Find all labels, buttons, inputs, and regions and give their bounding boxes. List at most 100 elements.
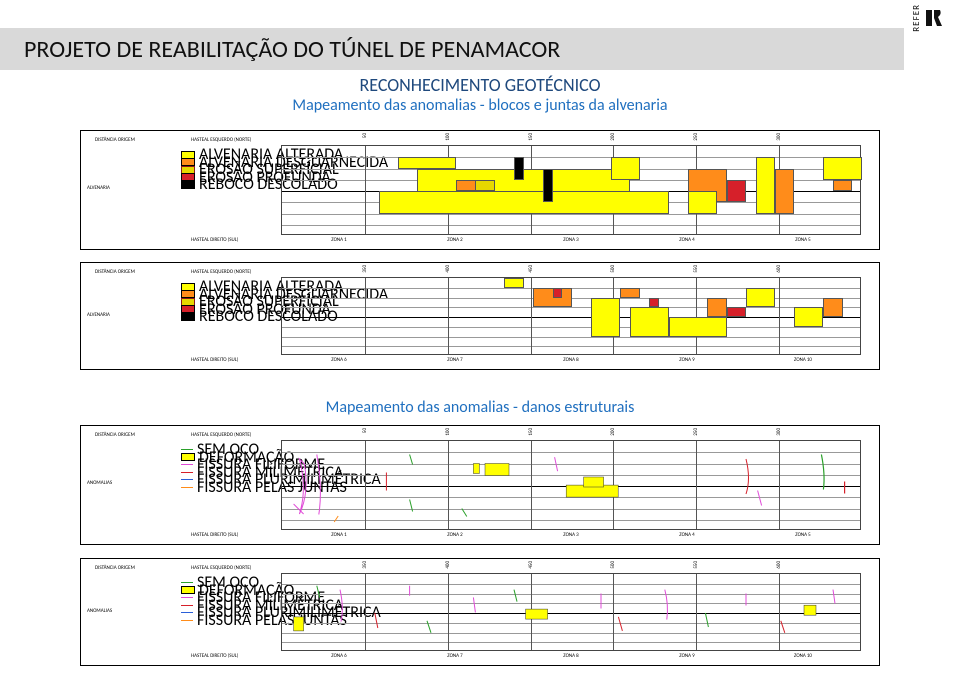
- logo-text: REFER: [911, 4, 922, 32]
- panel-anom-2: DISTÂNCIA ORIGEMHASTEAL ESQUERDO (NORTE)…: [80, 558, 880, 666]
- zone-label: ZONA 4: [679, 237, 694, 243]
- distance-tick: 450: [528, 265, 534, 273]
- fissure-layer: [282, 441, 862, 531]
- zone-label: ZONA 8: [563, 357, 578, 363]
- distance-tick: 350: [362, 265, 368, 273]
- anomaly-block: [379, 191, 669, 214]
- fissure-mark: [758, 491, 762, 506]
- zone-label: ZONA 4: [679, 532, 694, 538]
- zone-label: ZONA 5: [795, 237, 810, 243]
- anomaly-block: [833, 180, 852, 191]
- anomaly-block: [727, 180, 746, 203]
- legend-swatch-icon: [181, 612, 193, 613]
- logo: REFER: [911, 4, 944, 32]
- legend-swatch-icon: [181, 472, 193, 473]
- legend-swatch-icon: [181, 181, 195, 189]
- legend-swatch-icon: [181, 586, 195, 594]
- fissure-mark: [555, 457, 558, 471]
- anomaly-block: [611, 157, 640, 180]
- distance-tick: 550: [693, 265, 699, 273]
- legend-title: DISTÂNCIA ORIGEM: [95, 565, 135, 571]
- deform-block: [473, 464, 479, 474]
- fissure-mark: [746, 459, 749, 494]
- hasteal-north-label: HASTEAL ESQUERDO (NORTE): [191, 432, 251, 438]
- anomaly-block: [591, 298, 620, 337]
- subtitle-1: RECONHECIMENTO GEOTÉCNICO: [0, 74, 960, 96]
- fissure-mark: [410, 500, 413, 512]
- zone-label: ZONA 9: [679, 357, 694, 363]
- distance-tick: 500: [610, 561, 616, 569]
- legend: DISTÂNCIA ORIGEM: [95, 565, 135, 577]
- distance-tick: 300: [776, 428, 782, 436]
- anomaly-block: [794, 307, 823, 327]
- left-category-label: ANOMALIAS: [87, 480, 112, 486]
- distance-tick: 150: [528, 428, 534, 436]
- zone-label: ZONA 3: [563, 237, 578, 243]
- legend-swatch-icon: [181, 487, 193, 488]
- anomaly-block: [543, 169, 553, 203]
- panel-anom-1: DISTÂNCIA ORIGEM HASTEAL ESQUERDO (NORTE)…: [80, 425, 880, 545]
- deform-block: [584, 477, 604, 487]
- zone-label: ZONA 5: [795, 532, 810, 538]
- zone-label: ZONA 2: [447, 532, 462, 538]
- fissure-mark: [833, 590, 835, 604]
- legend-swatch-icon: [181, 620, 193, 621]
- fissure-mark: [340, 590, 342, 622]
- hasteal-south-label: HASTEAL DIREITO (SUL): [191, 532, 238, 538]
- distance-tick: 250: [693, 428, 699, 436]
- hasteal-south-label: HASTEAL DIREITO (SUL): [191, 653, 238, 659]
- legend-swatch-icon: [181, 464, 193, 465]
- subtitle-block: RECONHECIMENTO GEOTÉCNICO Mapeamento das…: [0, 72, 960, 115]
- distance-tick: 600: [776, 561, 782, 569]
- chart-area: [281, 440, 861, 530]
- distance-tick: 250: [693, 133, 699, 141]
- subtitle-2: Mapeamento das anomalias - blocos e junt…: [0, 96, 960, 115]
- legend-title: DISTÂNCIA ORIGEM: [95, 269, 135, 275]
- zone-label: ZONA 8: [563, 653, 578, 659]
- zone-label: ZONA 7: [447, 653, 462, 659]
- zone-label: ZONA 7: [447, 357, 462, 363]
- zone-label: ZONA 3: [563, 532, 578, 538]
- left-category-label: ALVENARIA: [87, 185, 110, 191]
- fissure-mark: [473, 597, 475, 612]
- anomaly-block: [669, 317, 727, 337]
- anomaly-block: [756, 157, 775, 213]
- distance-tick: 50: [362, 133, 368, 138]
- chart-area: [281, 277, 861, 355]
- anomaly-block: [746, 288, 775, 308]
- legend-swatch-icon: [181, 597, 193, 598]
- anomaly-block: [707, 298, 726, 318]
- fissure-mark: [334, 516, 338, 522]
- hasteal-south-label: HASTEAL DIREITO (SUL): [191, 237, 238, 243]
- legend-title: DISTÂNCIA ORIGEM: [95, 432, 135, 438]
- distance-tick: 400: [445, 265, 451, 273]
- anomaly-block: [649, 298, 659, 308]
- distance-tick: 100: [445, 428, 451, 436]
- anomaly-block: [727, 307, 746, 317]
- anomaly-block: [688, 191, 717, 214]
- fissure-mark: [299, 459, 306, 514]
- fissure-mark: [375, 613, 378, 628]
- fissure-mark: [317, 586, 320, 598]
- chart-area: [281, 573, 861, 651]
- zone-label: ZONA 10: [794, 357, 812, 363]
- zone-label: ZONA 6: [331, 653, 346, 659]
- distance-tick: 150: [528, 133, 534, 141]
- hasteal-south-label: HASTEAL DIREITO (SUL): [191, 357, 238, 363]
- anomaly-block: [504, 278, 523, 288]
- legend: DISTÂNCIA ORIGEM: [95, 269, 135, 281]
- anomaly-block: [475, 180, 494, 191]
- panel-alv-2: DISTÂNCIA ORIGEMHASTEAL ESQUERDO (NORTE)…: [80, 262, 880, 370]
- fissure-mark: [427, 621, 431, 633]
- legend-swatch-icon: [181, 605, 193, 606]
- distance-tick: 600: [776, 265, 782, 273]
- distance-tick: 500: [610, 265, 616, 273]
- zone-label: ZONA 1: [331, 532, 346, 538]
- legend-title: DISTÂNCIA ORIGEM: [95, 137, 135, 143]
- legend-swatch-icon: [181, 582, 193, 583]
- fissure-mark: [665, 590, 668, 620]
- zone-label: ZONA 1: [331, 237, 346, 243]
- logo-mark-icon: [924, 8, 944, 28]
- distance-tick: 200: [610, 428, 616, 436]
- zone-label: ZONA 9: [679, 653, 694, 659]
